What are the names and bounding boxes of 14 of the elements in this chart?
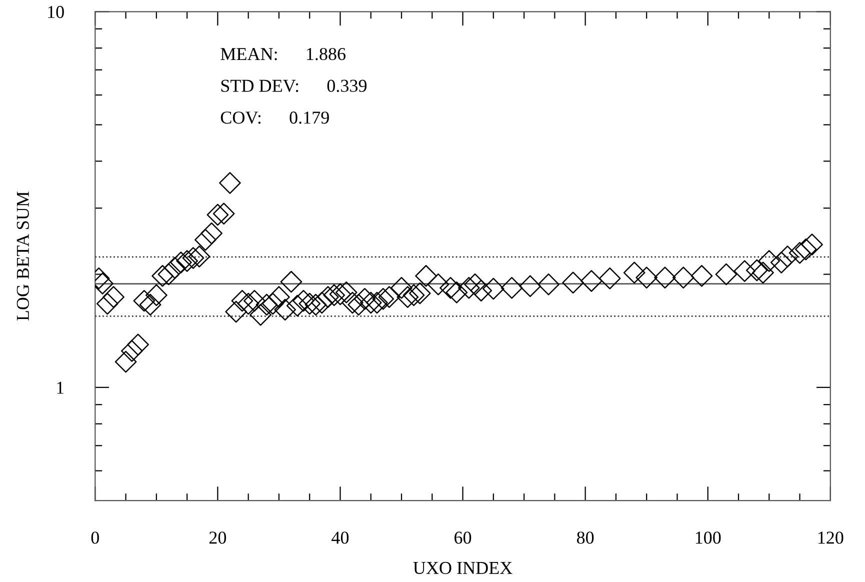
y-axis-title: LOG BETA SUM <box>16 192 29 321</box>
annotation: MEAN: 1.886 <box>220 48 346 60</box>
x-tick-label: 20 <box>209 532 226 544</box>
x-tick-label: 100 <box>696 532 721 544</box>
x-tick-label: 80 <box>576 532 594 544</box>
x-tick-label: 40 <box>332 532 349 544</box>
x-tick-label: 0 <box>91 532 99 544</box>
x-tick-label: 60 <box>454 532 472 544</box>
y-tick-label: 1 <box>57 382 64 394</box>
annotation: COV: 0.179 <box>220 112 329 124</box>
annotation: STD DEV: 0.339 <box>221 80 367 92</box>
x-tick-label: 120 <box>818 532 844 544</box>
x-axis-title: UXO INDEX <box>413 562 512 574</box>
y-tick-label: 10 <box>48 6 64 18</box>
